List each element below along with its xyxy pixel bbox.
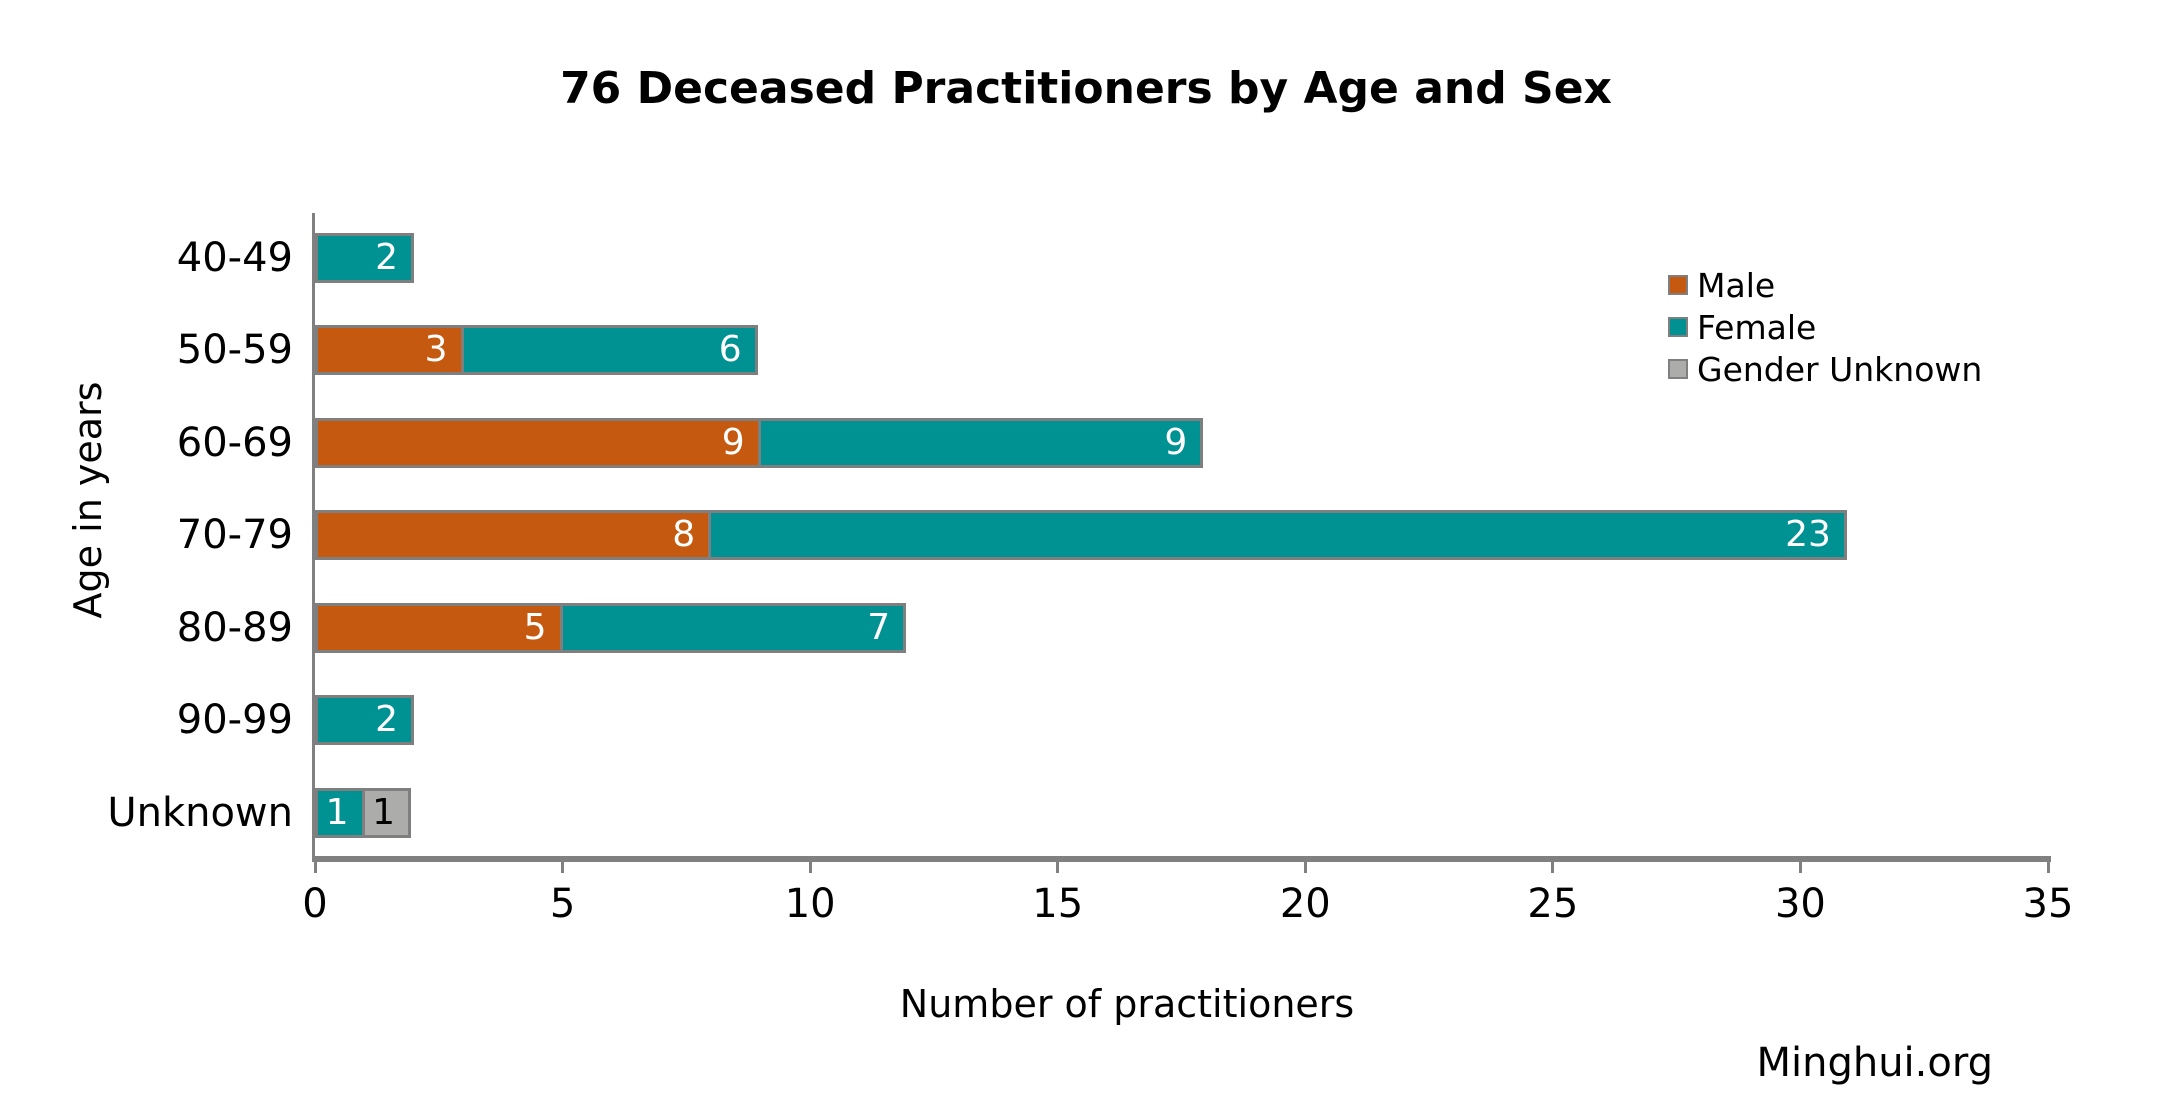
bar-segment-gender-unknown-unknown: 1 xyxy=(361,787,411,838)
x-axis-tick xyxy=(1551,856,1555,873)
legend-item-female: Female xyxy=(1668,307,1982,347)
category-label-60-69: 60-69 xyxy=(176,419,293,466)
legend-swatch-male xyxy=(1668,275,1688,295)
bar-row-40-49: 2 xyxy=(315,232,415,283)
x-axis-tick-label: 10 xyxy=(784,881,836,927)
x-axis-tick xyxy=(2046,856,2050,873)
category-label-50-59: 50-59 xyxy=(176,327,293,373)
bar-value-label: 23 xyxy=(1785,514,1831,555)
x-axis-tick-label: 30 xyxy=(1774,881,1826,927)
legend-item-male: Male xyxy=(1668,265,1982,305)
bar-segment-male-60-69: 9 xyxy=(315,417,761,468)
bar-segment-female-70-79: 23 xyxy=(708,510,1847,560)
category-label-80-89: 80-89 xyxy=(176,604,293,651)
bar-value-label: 6 xyxy=(718,329,742,370)
x-axis-tick-label: 20 xyxy=(1279,881,1331,927)
category-label-70-79: 70-79 xyxy=(176,512,293,558)
category-label-40-49: 40-49 xyxy=(176,234,293,281)
x-axis-tick xyxy=(808,856,812,873)
bar-value-label: 7 xyxy=(867,606,891,648)
category-label-90-99: 90-99 xyxy=(176,697,293,743)
bar-value-label: 9 xyxy=(721,421,745,463)
bar-value-label: 2 xyxy=(375,236,399,278)
bar-value-label: 3 xyxy=(424,329,448,370)
legend-swatch-gender-unknown xyxy=(1668,359,1688,379)
bar-value-label: 1 xyxy=(325,791,349,833)
x-axis-tick xyxy=(1798,856,1802,873)
source-watermark: Minghui.org xyxy=(1756,1040,1993,1086)
legend-label-gender-unknown: Gender Unknown xyxy=(1697,349,1983,389)
bar-row-90-99: 2 xyxy=(315,695,415,745)
x-axis-tick-label: 25 xyxy=(1527,881,1579,927)
x-axis-line xyxy=(312,856,2051,862)
x-axis-title: Number of practitioners xyxy=(899,982,1355,1026)
category-label-unknown: Unknown xyxy=(107,789,293,836)
x-axis-tick-label: 5 xyxy=(549,881,576,927)
y-axis-line xyxy=(312,213,315,856)
bar-segment-female-40-49: 2 xyxy=(315,232,415,283)
legend-label-male: Male xyxy=(1697,265,1776,305)
bar-segment-female-60-69: 9 xyxy=(757,417,1204,468)
x-axis-tick-label: 15 xyxy=(1032,881,1084,927)
x-axis-tick xyxy=(1303,856,1307,873)
legend: Male Female Gender Unknown xyxy=(1668,265,1983,389)
bar-segment-female-90-99: 2 xyxy=(315,695,415,745)
x-axis-tick-label: 0 xyxy=(302,881,328,927)
x-axis-tick xyxy=(561,856,565,873)
bar-segment-male-70-79: 8 xyxy=(315,510,712,560)
legend-label-female: Female xyxy=(1697,307,1817,347)
chart-title: 76 Deceased Practitioners by Age and Sex xyxy=(560,63,1612,114)
bar-value-label: 1 xyxy=(372,791,395,833)
plot-area: 2 3 6 9 9 8 23 5 7 2 1 1 0 5 10 15 20 25 30 35 xyxy=(302,213,2073,927)
x-axis-tick-label: 35 xyxy=(2022,881,2074,927)
bar-value-label: 5 xyxy=(523,606,547,648)
bar-value-label: 9 xyxy=(1164,421,1188,463)
legend-item-gender-unknown: Gender Unknown xyxy=(1668,349,1983,389)
bar-segment-female-50-59: 6 xyxy=(460,325,758,375)
bar-segment-female-unknown: 1 xyxy=(315,787,365,838)
x-axis-tick xyxy=(313,856,317,873)
bar-value-label: 2 xyxy=(375,699,399,740)
legend-swatch-female xyxy=(1668,317,1688,337)
bar-value-label: 8 xyxy=(672,514,696,555)
bar-segment-male-50-59: 3 xyxy=(315,325,464,375)
bar-row-70-79: 8 23 xyxy=(315,510,1847,560)
bar-segment-male-80-89: 5 xyxy=(315,602,563,653)
x-axis-tick xyxy=(1056,856,1060,873)
bar-segment-female-80-89: 7 xyxy=(559,602,907,653)
